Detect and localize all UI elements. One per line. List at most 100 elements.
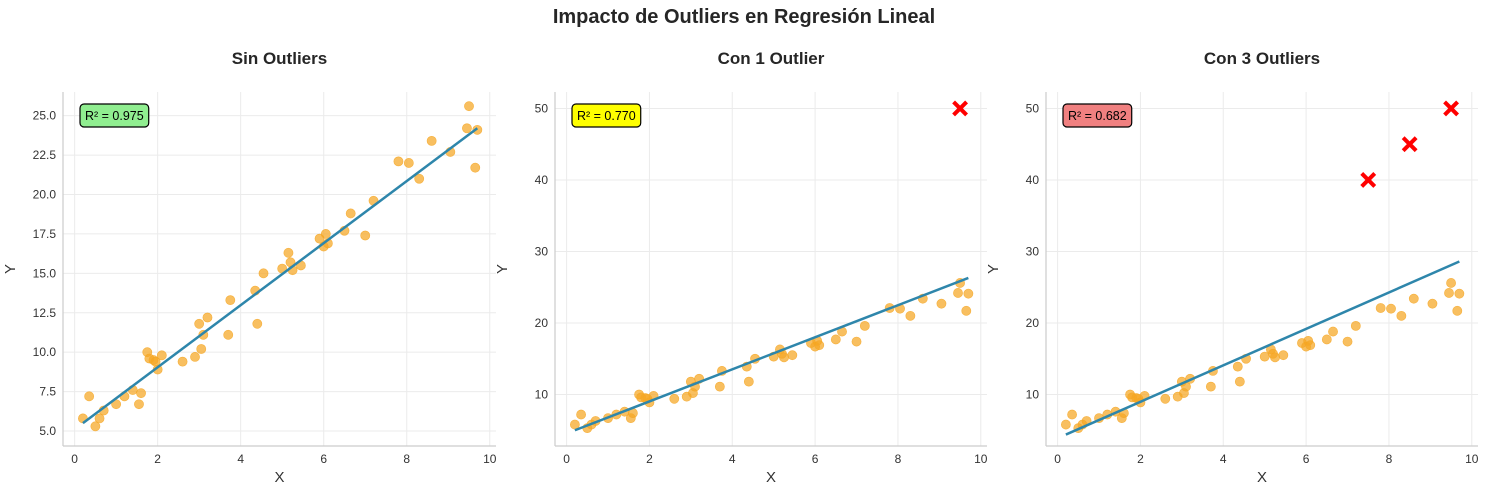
data-point [1232,361,1243,372]
subplot-3: Con 3 Outliers 0 2 4 6 8 10 10 20 30 40 50 X Y R² = 0.… [985,49,1479,486]
data-point [1328,326,1338,337]
y-axis-label: Y [494,264,511,274]
data-point [426,135,437,146]
outlier-stroke [1360,172,1377,188]
data-point [859,320,870,331]
data-point [223,329,234,340]
x-tick-label: 0 [1054,452,1061,466]
x-tick-label: 2 [154,452,161,466]
data-point [1452,305,1463,316]
data-point [283,247,294,258]
outlier-marker [1443,100,1459,117]
data-point [936,298,947,309]
x-tick-label: 0 [71,452,78,466]
outlier-stroke [952,100,968,117]
data-point [403,158,414,168]
data-point [472,124,483,135]
data-point [225,295,236,306]
data-point [462,123,472,134]
data-point [177,356,188,367]
y-tick-label: 20.0 [33,187,57,201]
r2-annotation-box [79,103,150,128]
regression-line [1065,260,1460,436]
data-point [851,336,862,347]
y-tick-label: 40 [535,173,549,187]
data-point [779,352,789,363]
data-point [1375,303,1386,313]
r2-annotation: R² = 0.770 [577,109,636,123]
regression-line [82,127,479,425]
subplot-1: Sin Outliers 0 2 4 6 8 10 5.0 7.5 10.0 12.5 15.0 17.… [2,49,497,486]
x-tick-label: 6 [320,452,327,466]
x-tick-label: 8 [403,452,410,466]
data-point [963,288,974,299]
y-axis-label: Y [2,264,19,274]
x-tick-label: 4 [1220,452,1227,466]
x-axis-label: X [766,469,776,486]
data-point [194,318,205,329]
data-point [1270,352,1280,363]
x-tick-label: 10 [1465,452,1479,466]
x-tick-label: 4 [237,452,244,466]
y-tick-label: 50 [1026,101,1040,115]
subplot-title: Con 1 Outlier [718,49,825,68]
x-tick-label: 8 [895,452,902,466]
y-tick-label: 12.5 [33,306,57,320]
data-point [470,162,481,173]
r2-annotation: R² = 0.682 [1068,109,1127,123]
y-tick-label: 30 [1026,244,1040,258]
y-tick-label: 25.0 [33,109,57,123]
outlier-stroke [1443,100,1459,117]
data-point [196,344,207,354]
outlier-marker [1401,136,1418,153]
data-point [1321,334,1332,345]
data-point [669,393,680,404]
data-point [830,334,841,345]
data-point [1350,320,1361,331]
data-point [252,318,263,329]
data-point [1278,350,1289,361]
data-point [787,350,798,361]
data-point [1234,376,1245,387]
data-point [84,391,95,402]
x-tick-label: 8 [1386,452,1393,466]
x-tick-label: 2 [1137,452,1144,466]
y-tick-label: 30 [535,244,549,258]
y-tick-label: 50 [535,101,549,115]
data-point [360,230,371,241]
y-tick-label: 10.0 [33,345,57,359]
data-point [1446,278,1456,288]
data-point [743,376,754,387]
data-point [94,413,105,424]
y-tick-label: 20 [1026,316,1040,330]
data-point [1396,310,1407,321]
x-tick-label: 2 [646,452,653,466]
data-point [1386,303,1396,314]
outlier-stroke [1401,136,1418,153]
x-axis-label: X [1257,469,1267,486]
data-point [320,229,331,239]
data-point [134,399,144,410]
r2-annotation-box [1062,103,1133,128]
x-axis-label: X [274,469,284,486]
x-tick-label: 4 [729,452,736,466]
y-tick-label: 17.5 [33,227,57,241]
data-point [576,409,586,420]
figure-title: Impacto de Outliers en Regresión Lineal [552,6,936,28]
data-point [1259,351,1270,362]
r2-annotation-box [571,103,642,128]
y-axis-label: Y [985,264,1002,274]
x-tick-label: 10 [974,452,988,466]
y-tick-label: 22.5 [33,148,57,162]
y-tick-label: 15.0 [33,266,57,280]
x-tick-label: 0 [563,452,570,466]
data-point [202,312,213,323]
outlier-marker [952,100,968,117]
data-point [905,310,916,321]
data-point [953,288,963,298]
data-point [1342,336,1353,347]
data-point [1454,288,1465,299]
data-point [1427,298,1438,309]
data-point [1067,409,1077,420]
